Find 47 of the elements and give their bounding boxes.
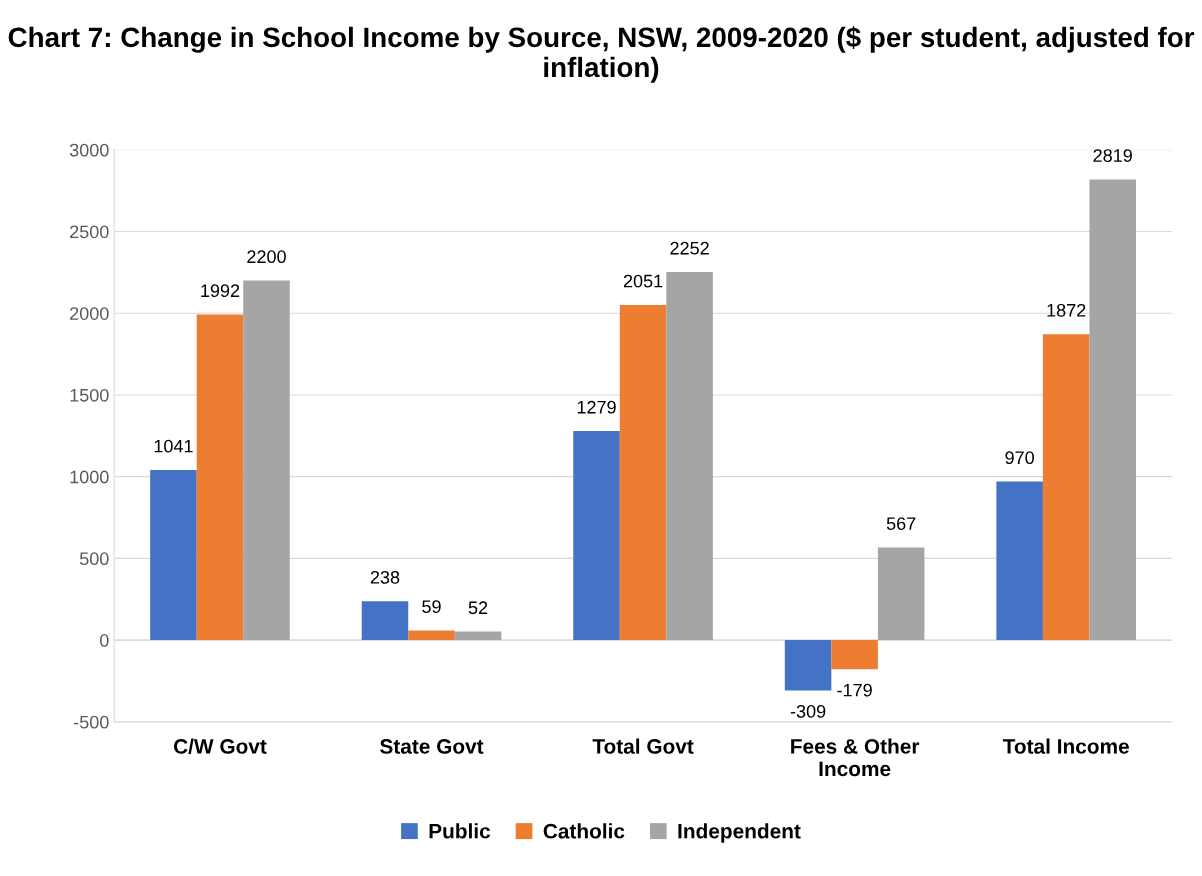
data-label: 567 <box>886 517 916 530</box>
data-label: 2252 <box>670 241 709 255</box>
bar <box>454 631 502 641</box>
bar <box>831 640 878 670</box>
y-tick-label: 500 <box>79 552 109 566</box>
bar <box>1089 179 1136 641</box>
legend-label: Catholic <box>543 823 625 839</box>
x-tick-label: State Govt <box>380 739 484 754</box>
chart-title: Chart 7: Change in School Income by Source, NSW, 2009-2020 ($ per student, adjusted for inflation) <box>8 26 1195 83</box>
bar <box>243 280 290 641</box>
data-label: 970 <box>1005 451 1034 465</box>
y-tick-label: -500 <box>74 715 109 729</box>
legend-label: Independent <box>678 823 801 843</box>
y-tick-label: 2000 <box>70 307 109 320</box>
data-label: 1279 <box>577 400 616 414</box>
bar <box>408 630 455 641</box>
bar <box>619 304 667 641</box>
data-label: 2200 <box>247 250 286 264</box>
data-label: 1041 <box>154 439 193 453</box>
y-tick-label: 1000 <box>70 470 109 484</box>
bar <box>573 431 620 641</box>
x-tick-label: Total Govt <box>592 738 694 754</box>
bar <box>361 601 409 641</box>
bar <box>666 272 713 641</box>
y-tick-label: 2500 <box>70 225 109 239</box>
data-label: 1992 <box>201 284 240 298</box>
bar <box>877 547 925 641</box>
bar <box>196 314 244 641</box>
y-tick-label: 0 <box>99 634 109 647</box>
y-tick-label: 3000 <box>69 143 109 157</box>
data-label: 238 <box>370 570 400 584</box>
x-tick-label: C/W Govt <box>173 738 267 755</box>
bar <box>1042 334 1090 641</box>
data-label: -309 <box>790 704 826 718</box>
bar <box>150 469 197 641</box>
x-tick-label: Total Income <box>1002 738 1129 754</box>
x-tick-label: Fees & Other Income <box>791 738 920 777</box>
data-label: 59 <box>422 600 441 614</box>
bar <box>996 481 1043 641</box>
bar <box>784 640 832 691</box>
data-label: 1872 <box>1047 303 1086 317</box>
data-label: -179 <box>837 683 872 697</box>
data-label: 2051 <box>623 274 663 288</box>
y-tick-label: 1500 <box>70 388 109 402</box>
legend-label: Public <box>429 823 491 839</box>
data-label: 2819 <box>1093 149 1132 162</box>
data-label: 52 <box>468 601 488 615</box>
